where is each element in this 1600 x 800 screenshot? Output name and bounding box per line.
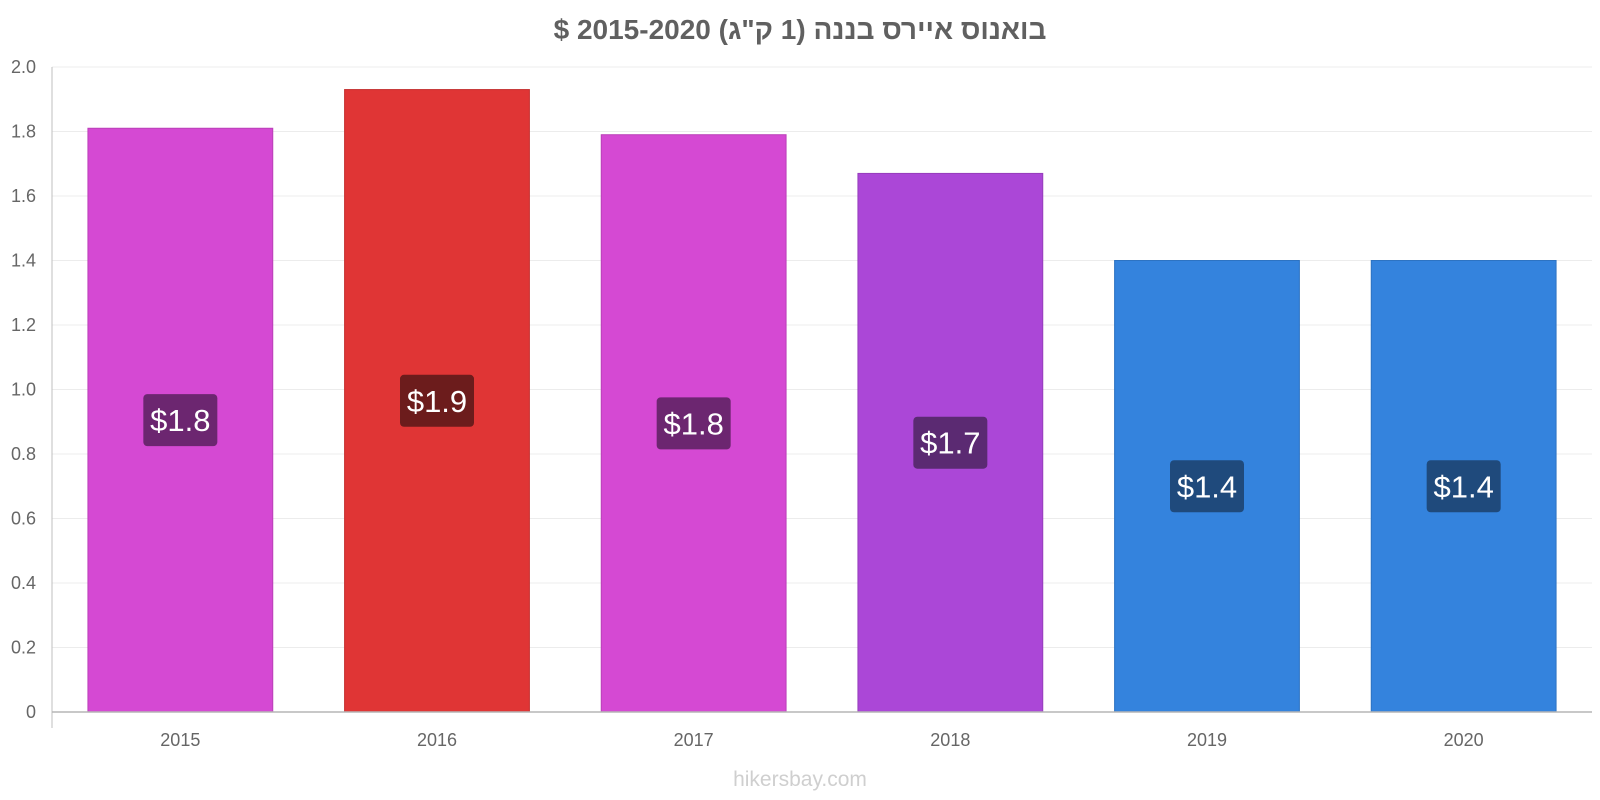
data-label-box	[1170, 460, 1244, 513]
y-tick-label: 0.4	[11, 573, 36, 593]
y-tick-label: 2.0	[11, 57, 36, 77]
chart-title: בואנוס איירס בננה (1 ק"ג) 2015-2020 $	[553, 14, 1047, 45]
y-tick-label: 1.8	[11, 122, 36, 142]
x-tick-label: 2019	[1187, 730, 1227, 750]
y-tick-label: 1.0	[11, 380, 36, 400]
y-tick-label: 1.2	[11, 315, 36, 335]
y-tick-label: 0.8	[11, 444, 36, 464]
x-tick-label: 2020	[1444, 730, 1484, 750]
y-tick-label: 0.6	[11, 509, 36, 529]
data-label: $1.8	[150, 403, 210, 438]
grid-lines	[52, 66, 1592, 648]
y-tick-label: 1.6	[11, 186, 36, 206]
data-label: $1.9	[407, 384, 467, 419]
data-label-box	[913, 416, 988, 469]
data-label-box	[400, 374, 474, 427]
data-labels: $1.8 $1.9 $1.8 $1.7 $1.4 $1.4	[143, 374, 1501, 513]
watermark: hikersbay.com	[733, 768, 867, 791]
data-label-box	[1426, 460, 1501, 513]
x-tick-label: 2016	[417, 730, 457, 750]
x-tick-label: 2017	[674, 730, 714, 750]
data-label: $1.7	[920, 426, 980, 461]
x-tick-label: 2018	[930, 730, 970, 750]
y-tick-label: 0	[26, 702, 36, 722]
data-label-box	[656, 397, 731, 450]
y-tick-label: 1.4	[11, 251, 36, 271]
data-label: $1.8	[663, 406, 723, 441]
y-tick-label: 0.2	[11, 638, 36, 658]
bars	[87, 89, 1557, 713]
data-label: $1.4	[1177, 469, 1237, 504]
axes: 0 0.2 0.4 0.6 0.8 1.0 1.2 1.4 1.6 1.8 2.0 2015 2016 2…	[11, 57, 1592, 750]
data-label-box	[143, 394, 218, 447]
data-label: $1.4	[1433, 469, 1493, 504]
x-tick-label: 2015	[160, 730, 200, 750]
